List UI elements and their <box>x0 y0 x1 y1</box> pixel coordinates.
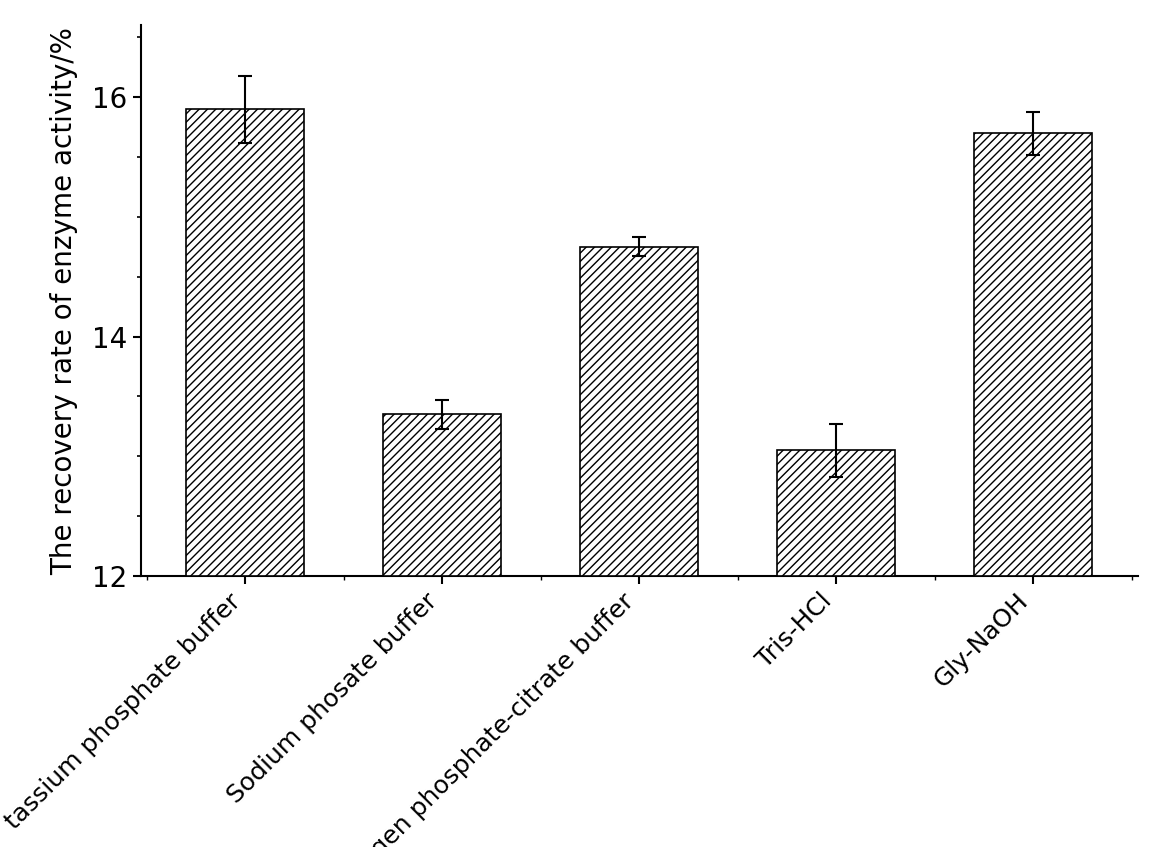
Bar <box>581 246 698 576</box>
Bar <box>187 109 304 576</box>
Y-axis label: The recovery rate of enzyme activity/%: The recovery rate of enzyme activity/% <box>50 27 79 574</box>
Bar <box>384 414 501 576</box>
Bar <box>975 133 1092 576</box>
Bar <box>778 451 895 576</box>
